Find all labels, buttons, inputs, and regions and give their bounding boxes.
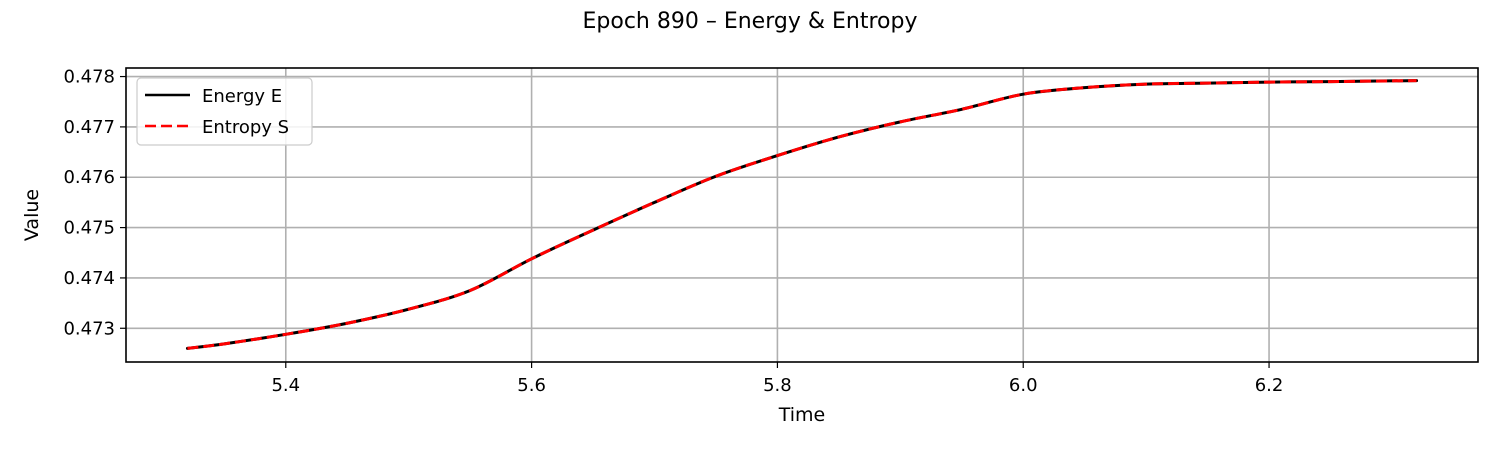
grid-lines	[126, 68, 1478, 362]
axis-ticks: 5.4 5.6 5.8 6.0 6.2 0.473 0.474 0.475 0.476 0.477…	[63, 67, 1283, 396]
chart-title: Epoch 890 – Energy & Entropy	[583, 9, 918, 34]
y-tick-label: 0.473	[63, 318, 115, 339]
x-axis-label: Time	[778, 404, 826, 426]
legend-label-entropy: Entropy S	[202, 117, 289, 138]
x-tick-label: 6.0	[1009, 375, 1038, 396]
series-line-entropy-s	[187, 79, 1417, 350]
x-tick-label: 5.4	[271, 375, 300, 396]
plot-series	[185, 79, 1419, 350]
plot-frame	[125, 67, 1479, 363]
x-tick-label: 5.8	[763, 375, 792, 396]
y-tick-label: 0.478	[63, 67, 115, 88]
y-tick-label: 0.475	[63, 218, 115, 239]
legend: Energy E Entropy S	[136, 77, 313, 146]
y-tick-label: 0.474	[63, 268, 115, 289]
y-axis-label: Value	[21, 189, 43, 241]
series-line-energy-e	[185, 79, 1419, 350]
x-tick-label: 6.2	[1255, 375, 1284, 396]
legend-label-energy: Energy E	[202, 86, 282, 107]
y-tick-label: 0.476	[63, 167, 115, 188]
y-tick-label: 0.477	[63, 117, 115, 138]
x-tick-label: 5.6	[517, 375, 546, 396]
